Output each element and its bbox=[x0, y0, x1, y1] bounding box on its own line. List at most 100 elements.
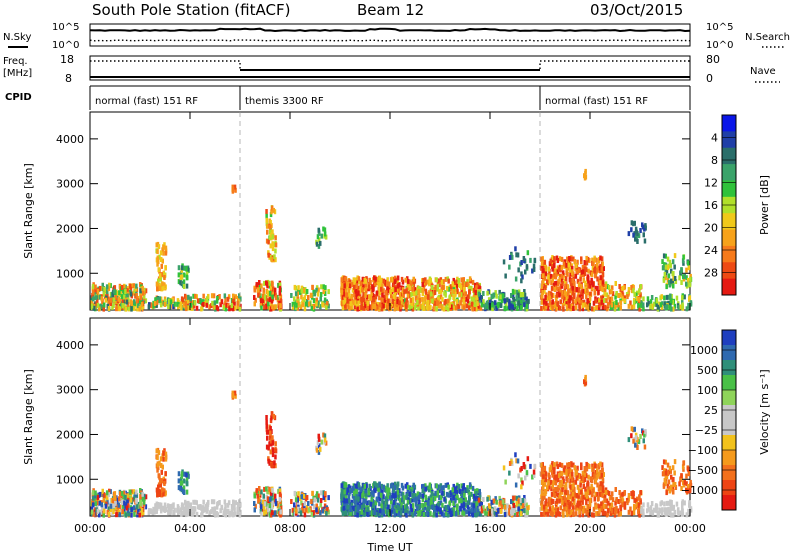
power-echo-2488 bbox=[642, 296, 645, 301]
velocity-echo-1102 bbox=[393, 500, 396, 505]
power-echo-233 bbox=[106, 284, 109, 289]
power-echo-2570 bbox=[584, 169, 587, 174]
velocity-echo-384 bbox=[178, 478, 181, 483]
power-echo-849 bbox=[378, 295, 381, 300]
velocity-echo-2229 bbox=[542, 474, 545, 479]
velocity-echo-2151 bbox=[558, 499, 561, 504]
velocity-echo-1581 bbox=[435, 512, 438, 517]
power-echo-2377 bbox=[621, 286, 624, 291]
velocity-echo-1094 bbox=[384, 504, 387, 509]
velocity-echo-2183 bbox=[592, 468, 595, 473]
power-echo-1223 bbox=[371, 284, 374, 289]
velocity-echo-2130 bbox=[599, 462, 602, 467]
beam-label: Beam 12 bbox=[357, 1, 424, 19]
power-echo-1478 bbox=[469, 276, 472, 281]
power-echo-201 bbox=[92, 284, 95, 289]
velocity-echo-647 bbox=[260, 512, 263, 517]
velocity-echo-795 bbox=[327, 495, 330, 500]
power-echo-2394 bbox=[643, 232, 646, 237]
velocity-echo-1202 bbox=[356, 513, 359, 518]
velocity-echo-1760 bbox=[494, 506, 497, 511]
power-echo-1755 bbox=[495, 294, 498, 299]
power-echo-311 bbox=[164, 302, 167, 307]
power-echo-2385 bbox=[644, 239, 647, 244]
velocity-echo-1550 bbox=[412, 493, 415, 498]
power-echo-1084 bbox=[346, 292, 349, 297]
velocity-echo-2337 bbox=[620, 511, 623, 516]
station-title: South Pole Station (fitACF) bbox=[92, 1, 290, 19]
power-echo-1565 bbox=[444, 299, 447, 304]
power-echo-1162 bbox=[399, 292, 402, 297]
power-echo-2382 bbox=[611, 302, 614, 307]
power-echo-1724 bbox=[523, 302, 526, 307]
power-echo-1732 bbox=[491, 294, 494, 299]
power-echo-648 bbox=[260, 298, 263, 303]
power-echo-1129 bbox=[347, 282, 350, 287]
power-echo-2207 bbox=[558, 267, 561, 272]
power-echo-2468 bbox=[684, 274, 687, 279]
power-echo-2358 bbox=[615, 300, 618, 305]
power-echo-2550 bbox=[657, 305, 660, 310]
velocity-echo-997 bbox=[382, 494, 385, 499]
power-echo-1803 bbox=[523, 256, 526, 261]
velocity-echo-814 bbox=[316, 448, 319, 453]
power-echo-794 bbox=[311, 306, 314, 311]
velocity-echo-396 bbox=[186, 490, 189, 495]
power-echo-2216 bbox=[568, 263, 571, 268]
power-echo-2477 bbox=[687, 261, 690, 266]
velocity-echo-1229 bbox=[360, 487, 363, 492]
power-echo-1559 bbox=[441, 285, 444, 290]
power-echo-715 bbox=[320, 297, 323, 302]
velocity-echo-2188 bbox=[561, 471, 564, 476]
velocity-echo-1608 bbox=[467, 500, 470, 505]
velocity-echo-2251 bbox=[572, 512, 575, 517]
velocity-echo-787 bbox=[322, 509, 325, 514]
velocity-echo-754 bbox=[306, 495, 309, 500]
velocity-echo-378 bbox=[161, 487, 164, 492]
velocity-echo-742 bbox=[297, 491, 300, 496]
velocity-echo-2366 bbox=[620, 506, 623, 511]
power-echo-491 bbox=[181, 296, 184, 301]
velocity-echo-1601 bbox=[449, 509, 452, 514]
velocity-echo-152 bbox=[103, 498, 106, 503]
velocity-echo-2207 bbox=[558, 473, 561, 478]
power-echo-1569 bbox=[430, 292, 433, 297]
power-echo-2347 bbox=[637, 303, 640, 308]
power-echo-1051 bbox=[358, 276, 361, 281]
power-echo-1795 bbox=[526, 264, 529, 269]
velocity-echo-231 bbox=[142, 497, 145, 502]
power-echo-2230 bbox=[595, 305, 598, 310]
power-echo-1944 bbox=[601, 262, 604, 267]
power-echo-2271 bbox=[578, 304, 581, 309]
power-echo-2427 bbox=[688, 265, 691, 270]
velocity-echo-1755 bbox=[495, 500, 498, 505]
velocity-echo-133 bbox=[119, 512, 122, 517]
power-echo-519 bbox=[206, 296, 209, 301]
power-echo-2130 bbox=[599, 256, 602, 261]
power-echo-239 bbox=[105, 298, 108, 303]
velocity-echo-692 bbox=[266, 430, 269, 435]
power-echo-630 bbox=[268, 281, 271, 286]
power-echo-375 bbox=[161, 264, 164, 269]
power-echo-776 bbox=[315, 301, 318, 306]
velocity-echo-648 bbox=[260, 504, 263, 509]
power-echo-307 bbox=[148, 304, 151, 309]
power-echo-2109 bbox=[596, 263, 599, 268]
power-echo-2113 bbox=[567, 289, 570, 294]
power-echo-2213 bbox=[594, 257, 597, 262]
velocity-echo-749 bbox=[304, 501, 307, 506]
power-echo-1568 bbox=[413, 292, 416, 297]
velocity-echo-793 bbox=[294, 491, 297, 496]
velocity-echo-620 bbox=[274, 494, 277, 499]
power-echo-2229 bbox=[542, 268, 545, 273]
velocity-echo-644 bbox=[257, 499, 260, 504]
velocity-echo-1159 bbox=[397, 490, 400, 495]
power-echo-1215 bbox=[361, 299, 364, 304]
velocity-echo-1214 bbox=[367, 507, 370, 512]
velocity-echo-1156 bbox=[392, 505, 395, 510]
power-echo-1742 bbox=[512, 290, 515, 295]
power-echo-1560 bbox=[441, 297, 444, 302]
power-echo-1595 bbox=[416, 300, 419, 305]
velocity-echo-1745 bbox=[504, 505, 507, 510]
velocity-echo-407 bbox=[185, 473, 188, 478]
